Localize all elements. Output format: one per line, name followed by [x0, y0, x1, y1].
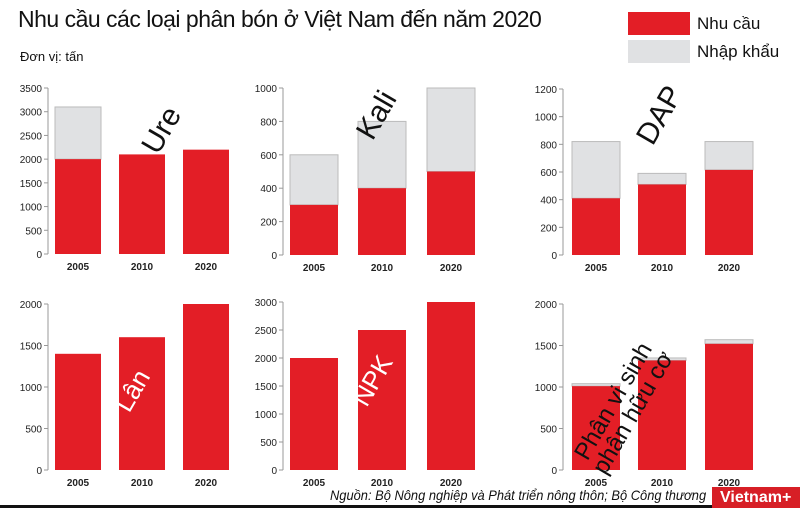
y-tick-label: 0	[36, 250, 42, 261]
y-tick-label: 1000	[535, 383, 558, 394]
bar-demand	[572, 386, 620, 470]
x-tick-label: 2020	[718, 263, 741, 274]
bar-import	[54, 106, 102, 160]
bar-demand	[183, 149, 229, 254]
x-tick-label: 2020	[718, 478, 741, 489]
y-tick-label: 500	[540, 425, 557, 436]
bar-demand	[705, 343, 753, 470]
bar-demand	[705, 169, 753, 255]
y-tick-label: 0	[271, 466, 277, 477]
x-tick-label: 2005	[585, 263, 608, 274]
bar-import	[571, 383, 621, 387]
bar-demand	[638, 360, 686, 470]
bar-demand	[358, 188, 406, 255]
bar-import	[289, 154, 339, 206]
bottom-bar	[0, 505, 712, 508]
y-tick-label: 3000	[255, 298, 278, 309]
source-note: Nguồn: Bộ Nông nghiệp và Phát triển nông…	[330, 487, 707, 503]
y-tick-label: 1500	[20, 179, 43, 190]
y-tick-label: 1500	[535, 342, 558, 353]
bar-demand	[290, 358, 338, 470]
y-tick-label: 600	[540, 168, 557, 179]
x-tick-label: 2020	[440, 478, 463, 489]
y-tick-label: 1000	[255, 84, 278, 95]
y-tick-label: 200	[260, 218, 277, 229]
x-tick-label: 2010	[131, 478, 154, 489]
y-tick-label: 0	[36, 466, 42, 477]
y-tick-label: 1000	[255, 410, 278, 421]
x-tick-label: 2020	[195, 478, 218, 489]
y-tick-label: 500	[25, 425, 42, 436]
bar-import	[357, 120, 407, 189]
bar-demand	[119, 337, 165, 470]
y-tick-label: 1200	[535, 85, 558, 96]
x-tick-label: 2010	[371, 478, 394, 489]
x-tick-label: 2005	[303, 263, 326, 274]
y-tick-label: 2000	[20, 155, 43, 166]
bar-demand	[358, 330, 406, 470]
bar-import	[704, 339, 754, 345]
bar-import	[637, 172, 687, 185]
x-tick-label: 2005	[585, 478, 608, 489]
bar-demand	[55, 159, 101, 254]
y-tick-label: 400	[260, 184, 277, 195]
y-tick-label: 400	[540, 196, 557, 207]
x-tick-label: 2020	[440, 263, 463, 274]
y-tick-label: 2500	[255, 326, 278, 337]
panel-title-line: Ure	[135, 101, 188, 159]
bar-demand	[427, 302, 475, 470]
vietnamplus-logo: Vietnam+	[712, 487, 800, 508]
x-tick-label: 2005	[67, 262, 90, 273]
y-tick-label: 3500	[20, 84, 43, 95]
panel-title: Ure	[135, 101, 188, 159]
bar-demand	[427, 171, 475, 255]
y-tick-label: 0	[551, 251, 557, 262]
bar-demand	[290, 204, 338, 255]
y-tick-label: 2500	[20, 131, 43, 142]
x-tick-label: 2010	[131, 262, 154, 273]
chart-title: Nhu cầu các loại phân bón ở Việt Nam đến…	[18, 6, 542, 32]
x-tick-label: 2005	[67, 478, 90, 489]
panel-title-line: DAP	[630, 80, 689, 150]
y-tick-label: 200	[540, 223, 557, 234]
legend-label-import: Nhập khẩu	[697, 42, 780, 61]
y-tick-label: 1500	[255, 382, 278, 393]
unit-label: Đơn vị: tấn	[20, 49, 84, 64]
y-tick-label: 0	[551, 466, 557, 477]
x-tick-label: 2010	[651, 478, 674, 489]
y-tick-label: 2000	[255, 354, 278, 365]
y-tick-label: 0	[271, 251, 277, 262]
bar-demand	[119, 154, 165, 254]
y-tick-label: 3000	[20, 108, 43, 119]
y-tick-label: 800	[260, 117, 277, 128]
y-tick-label: 600	[260, 151, 277, 162]
legend-label-demand: Nhu cầu	[697, 14, 761, 33]
y-tick-label: 2000	[20, 300, 43, 311]
bar-import	[571, 141, 621, 199]
x-tick-label: 2020	[195, 262, 218, 273]
y-tick-label: 800	[540, 140, 557, 151]
bar-import	[704, 141, 754, 171]
x-tick-label: 2010	[651, 263, 674, 274]
bar-demand	[638, 184, 686, 255]
y-tick-label: 1000	[20, 203, 43, 214]
x-tick-label: 2005	[303, 478, 326, 489]
y-tick-label: 500	[260, 438, 277, 449]
bar-import	[426, 87, 476, 172]
bar-demand	[183, 304, 229, 470]
y-tick-label: 500	[25, 226, 42, 237]
legend-swatch-import	[628, 40, 690, 63]
x-tick-label: 2010	[371, 263, 394, 274]
y-tick-label: 1000	[535, 113, 558, 124]
bar-demand	[55, 353, 101, 470]
y-tick-label: 1000	[20, 383, 43, 394]
bar-demand	[572, 198, 620, 255]
panel-title: DAP	[630, 80, 689, 150]
legend-swatch-demand	[628, 12, 690, 35]
y-tick-label: 2000	[535, 300, 558, 311]
y-tick-label: 1500	[20, 342, 43, 353]
